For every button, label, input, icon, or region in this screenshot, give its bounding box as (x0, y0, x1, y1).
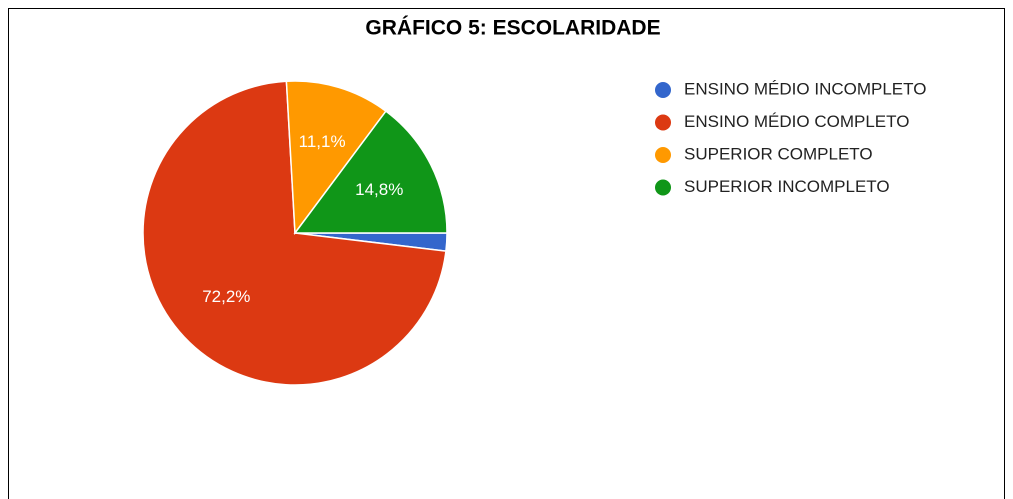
pie-slice (293, 110, 448, 234)
legend-swatch (655, 147, 671, 163)
slice-label: 14,8% (355, 180, 403, 199)
frame (8, 8, 1005, 499)
legend-label: SUPERIOR INCOMPLETO (684, 177, 890, 196)
legend-swatch (655, 82, 671, 98)
slice-label: 11,1% (299, 132, 346, 151)
legend-swatch (655, 114, 671, 131)
legend-label: ENSINO MÉDIO COMPLETO (684, 112, 909, 131)
slice-label: 72,2% (202, 287, 250, 306)
chart-title: GRÁFICO 5: ESCOLARIDADE (365, 17, 660, 40)
legend-label: ENSINO MÉDIO INCOMPLETO (684, 79, 926, 98)
legend-swatch (655, 179, 671, 196)
legend-label: SUPERIOR COMPLETO (684, 144, 873, 163)
pie-slice (285, 80, 387, 236)
